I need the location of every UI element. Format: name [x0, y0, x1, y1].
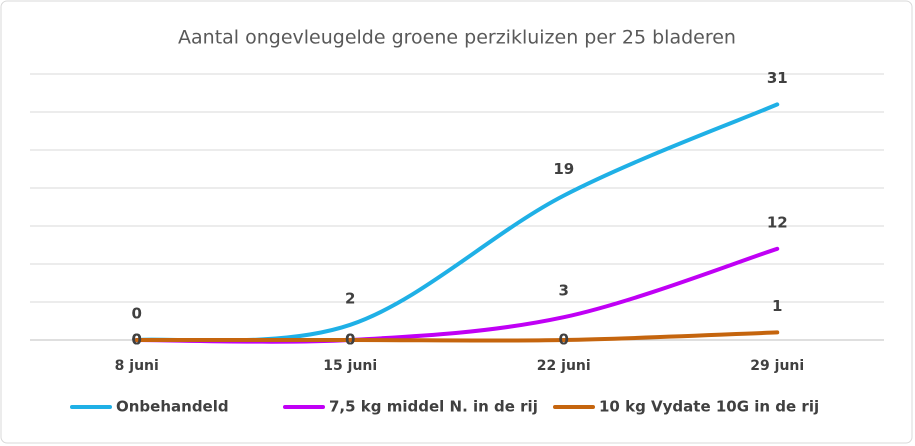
data-label: 12 [767, 213, 788, 231]
series-line [134, 330, 780, 343]
data-label: 3 [559, 282, 569, 300]
data-label: 1 [772, 297, 782, 315]
x-tick-label: 8 juni [115, 358, 159, 374]
x-tick-label: 15 juni [323, 358, 377, 374]
data-label: 2 [345, 289, 355, 307]
legend-label: Onbehandeld [116, 398, 229, 416]
data-label: 0 [132, 331, 142, 349]
legend-label: 10 kg Vydate 10G in de rij [599, 398, 819, 416]
data-label: 31 [767, 69, 788, 87]
x-tick-label: 22 juni [537, 358, 591, 374]
data-label: 0 [132, 305, 142, 323]
chart-title: Aantal ongevleugelde groene perzikluizen… [178, 27, 736, 49]
legend-label: 7,5 kg middel N. in de rij [329, 398, 538, 416]
x-tick-label: 29 juni [750, 358, 804, 374]
data-label: 0 [559, 331, 569, 349]
data-label: 0 [345, 331, 355, 349]
data-label: 19 [553, 160, 574, 178]
